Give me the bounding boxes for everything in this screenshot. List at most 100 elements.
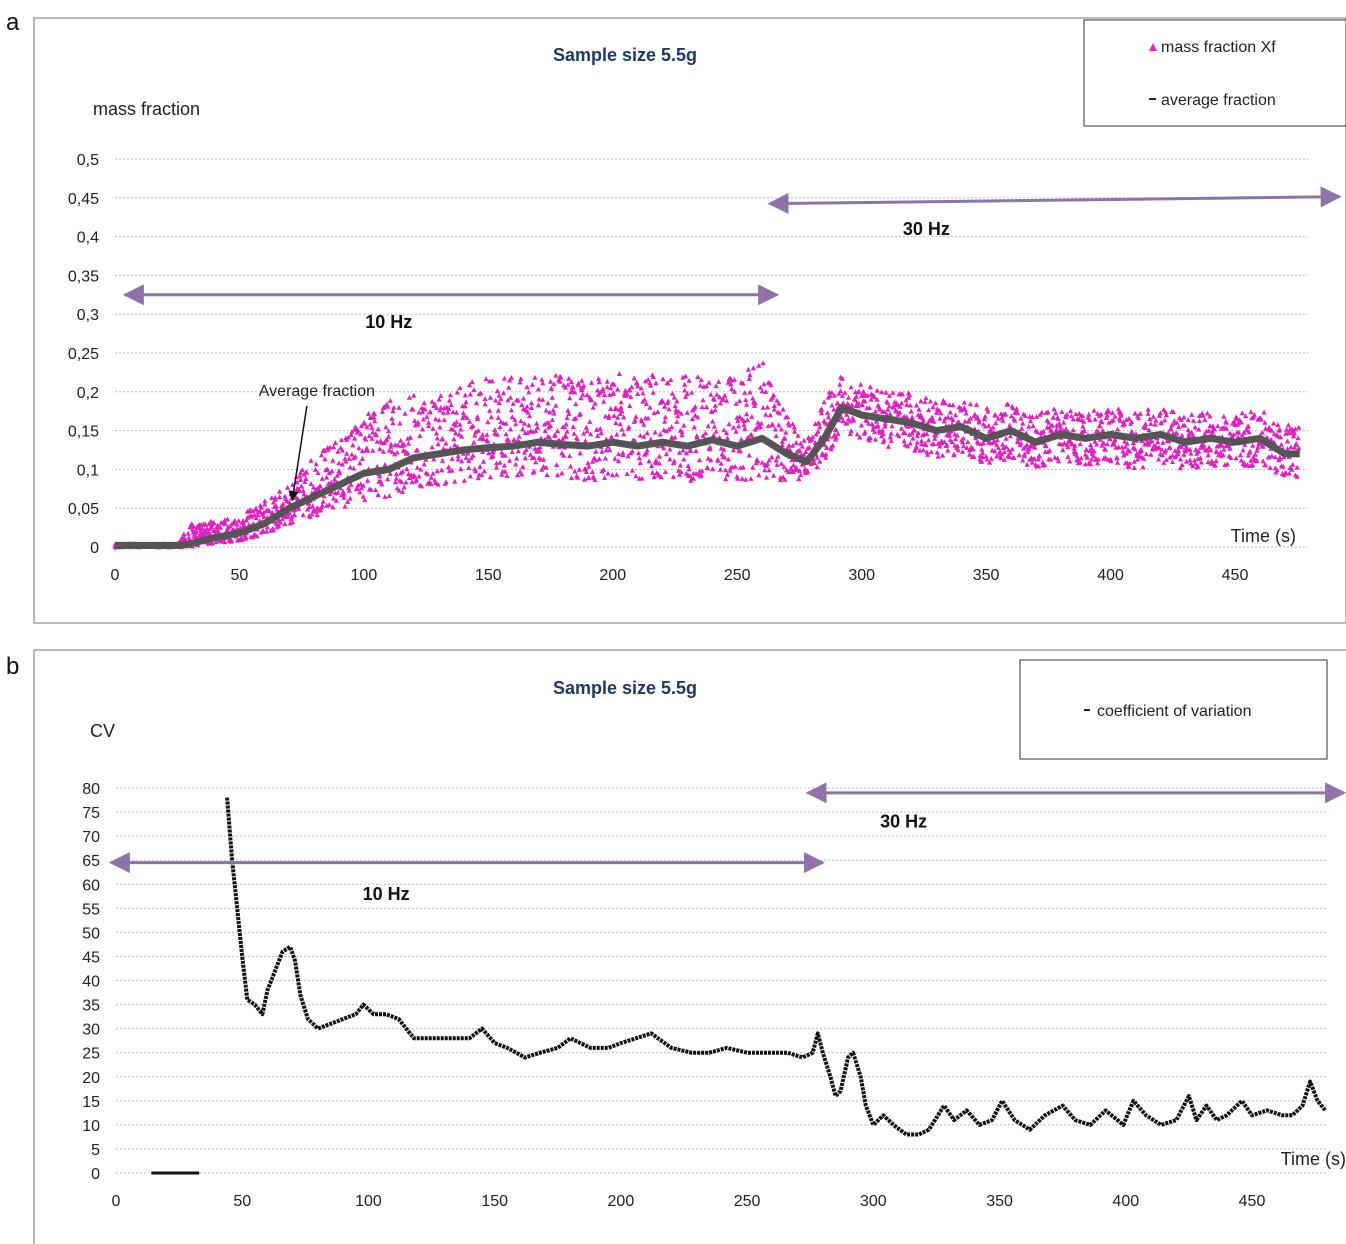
scatter-point (624, 391, 630, 397)
scatter-point (617, 421, 623, 427)
scatter-point (760, 404, 766, 410)
scatter-point (806, 444, 812, 450)
scatter-point (548, 378, 554, 384)
scatter-point (539, 376, 545, 382)
scatter-point (581, 476, 588, 482)
scatter-point (1127, 448, 1133, 454)
scatter-point (742, 426, 748, 431)
scatter-point (531, 468, 537, 474)
scatter-point (1070, 416, 1076, 422)
scatter-point (1205, 452, 1211, 458)
scatter-point (1158, 420, 1164, 426)
scatter-point (680, 447, 686, 453)
scatter-point (662, 469, 669, 474)
scatter-point (759, 388, 765, 394)
scatter-point (913, 402, 919, 408)
scatter-point (768, 382, 774, 388)
scatter-point (202, 527, 208, 533)
scatter-point (459, 458, 465, 464)
scatter-point (485, 438, 491, 444)
scatter-point (638, 385, 644, 391)
scatter-point (635, 391, 641, 396)
scatter-point (1091, 448, 1097, 454)
scatter-point (537, 448, 543, 454)
scatter-point (681, 456, 687, 462)
scatter-point (517, 379, 523, 385)
scatter-point (467, 473, 473, 479)
scatter-point (1063, 414, 1069, 420)
cv-line (225, 797, 1327, 1137)
scatter-point (712, 407, 718, 413)
scatter-point (1190, 433, 1196, 439)
scatter-point (889, 423, 895, 429)
scatter-point (370, 429, 376, 435)
scatter-point (695, 374, 701, 379)
scatter-point (526, 422, 532, 428)
scatter-point (995, 445, 1001, 450)
scatter-point (547, 409, 553, 415)
scatter-point (857, 434, 863, 440)
y-tick-labels-b: 0 5 10 15 20 25 30 35 40 45 50 55 60 65 70 75 80 (82, 781, 100, 1183)
scatter-point (523, 447, 529, 452)
scatter-point (1060, 447, 1066, 453)
scatter-point (1254, 447, 1260, 453)
scatter-point (422, 406, 428, 412)
scatter-point (224, 516, 230, 522)
scatter-point (365, 447, 371, 453)
scatter-point (615, 414, 621, 420)
scatter-point (684, 409, 690, 415)
scatter-point (1048, 456, 1054, 462)
scatter-point (1092, 416, 1098, 422)
scatter-point (1240, 447, 1246, 453)
x-tick-label: 50 (233, 1193, 251, 1210)
scatter-point (845, 394, 852, 400)
scatter-point (954, 443, 960, 448)
y-tick-label: 40 (82, 974, 100, 991)
scatter-point (467, 391, 473, 397)
scatter-point (382, 494, 388, 499)
scatter-point (665, 398, 671, 404)
scatter-point (404, 466, 410, 472)
scatter-point (480, 458, 487, 464)
scatter-point (1269, 427, 1275, 433)
scatter-point (816, 420, 822, 426)
scatter-point (615, 386, 621, 392)
scatter-point (462, 403, 468, 409)
scatter-point (1127, 460, 1133, 466)
scatter-point (595, 387, 601, 393)
scatter-point (1035, 456, 1041, 462)
scatter-point (508, 407, 514, 413)
scatter-point (597, 389, 603, 395)
scatter-point (960, 449, 966, 454)
scatter-point (411, 392, 417, 398)
scatter-point (439, 467, 445, 473)
scatter-point (521, 395, 527, 401)
scatter-point (888, 430, 894, 436)
panel-label-b: b (6, 653, 19, 680)
scatter-point (1269, 453, 1275, 459)
scatter-point (507, 377, 513, 383)
scatter-point (319, 502, 325, 508)
scatter-point (339, 461, 345, 467)
scatter-point (1251, 412, 1257, 417)
scatter-point (392, 451, 398, 457)
scatter-point (774, 462, 780, 467)
scatter-point (933, 409, 940, 415)
scatter-point (1140, 464, 1146, 470)
scatter-point (1190, 418, 1196, 423)
scatter-point (653, 380, 659, 386)
scatter-point (1032, 444, 1038, 450)
scatter-point (764, 404, 771, 410)
scatter-point (1124, 440, 1130, 446)
scatter-point (441, 417, 447, 423)
scatter-point (482, 396, 488, 401)
scatter-point (586, 463, 592, 469)
scatter-point (929, 414, 935, 420)
scatter-point (967, 401, 973, 407)
scatter-point (601, 398, 607, 404)
scatter-point (711, 397, 717, 402)
scatter-point (419, 409, 426, 415)
scatter-point (649, 463, 655, 469)
scatter-point (723, 430, 730, 435)
scatter-point (449, 456, 455, 461)
